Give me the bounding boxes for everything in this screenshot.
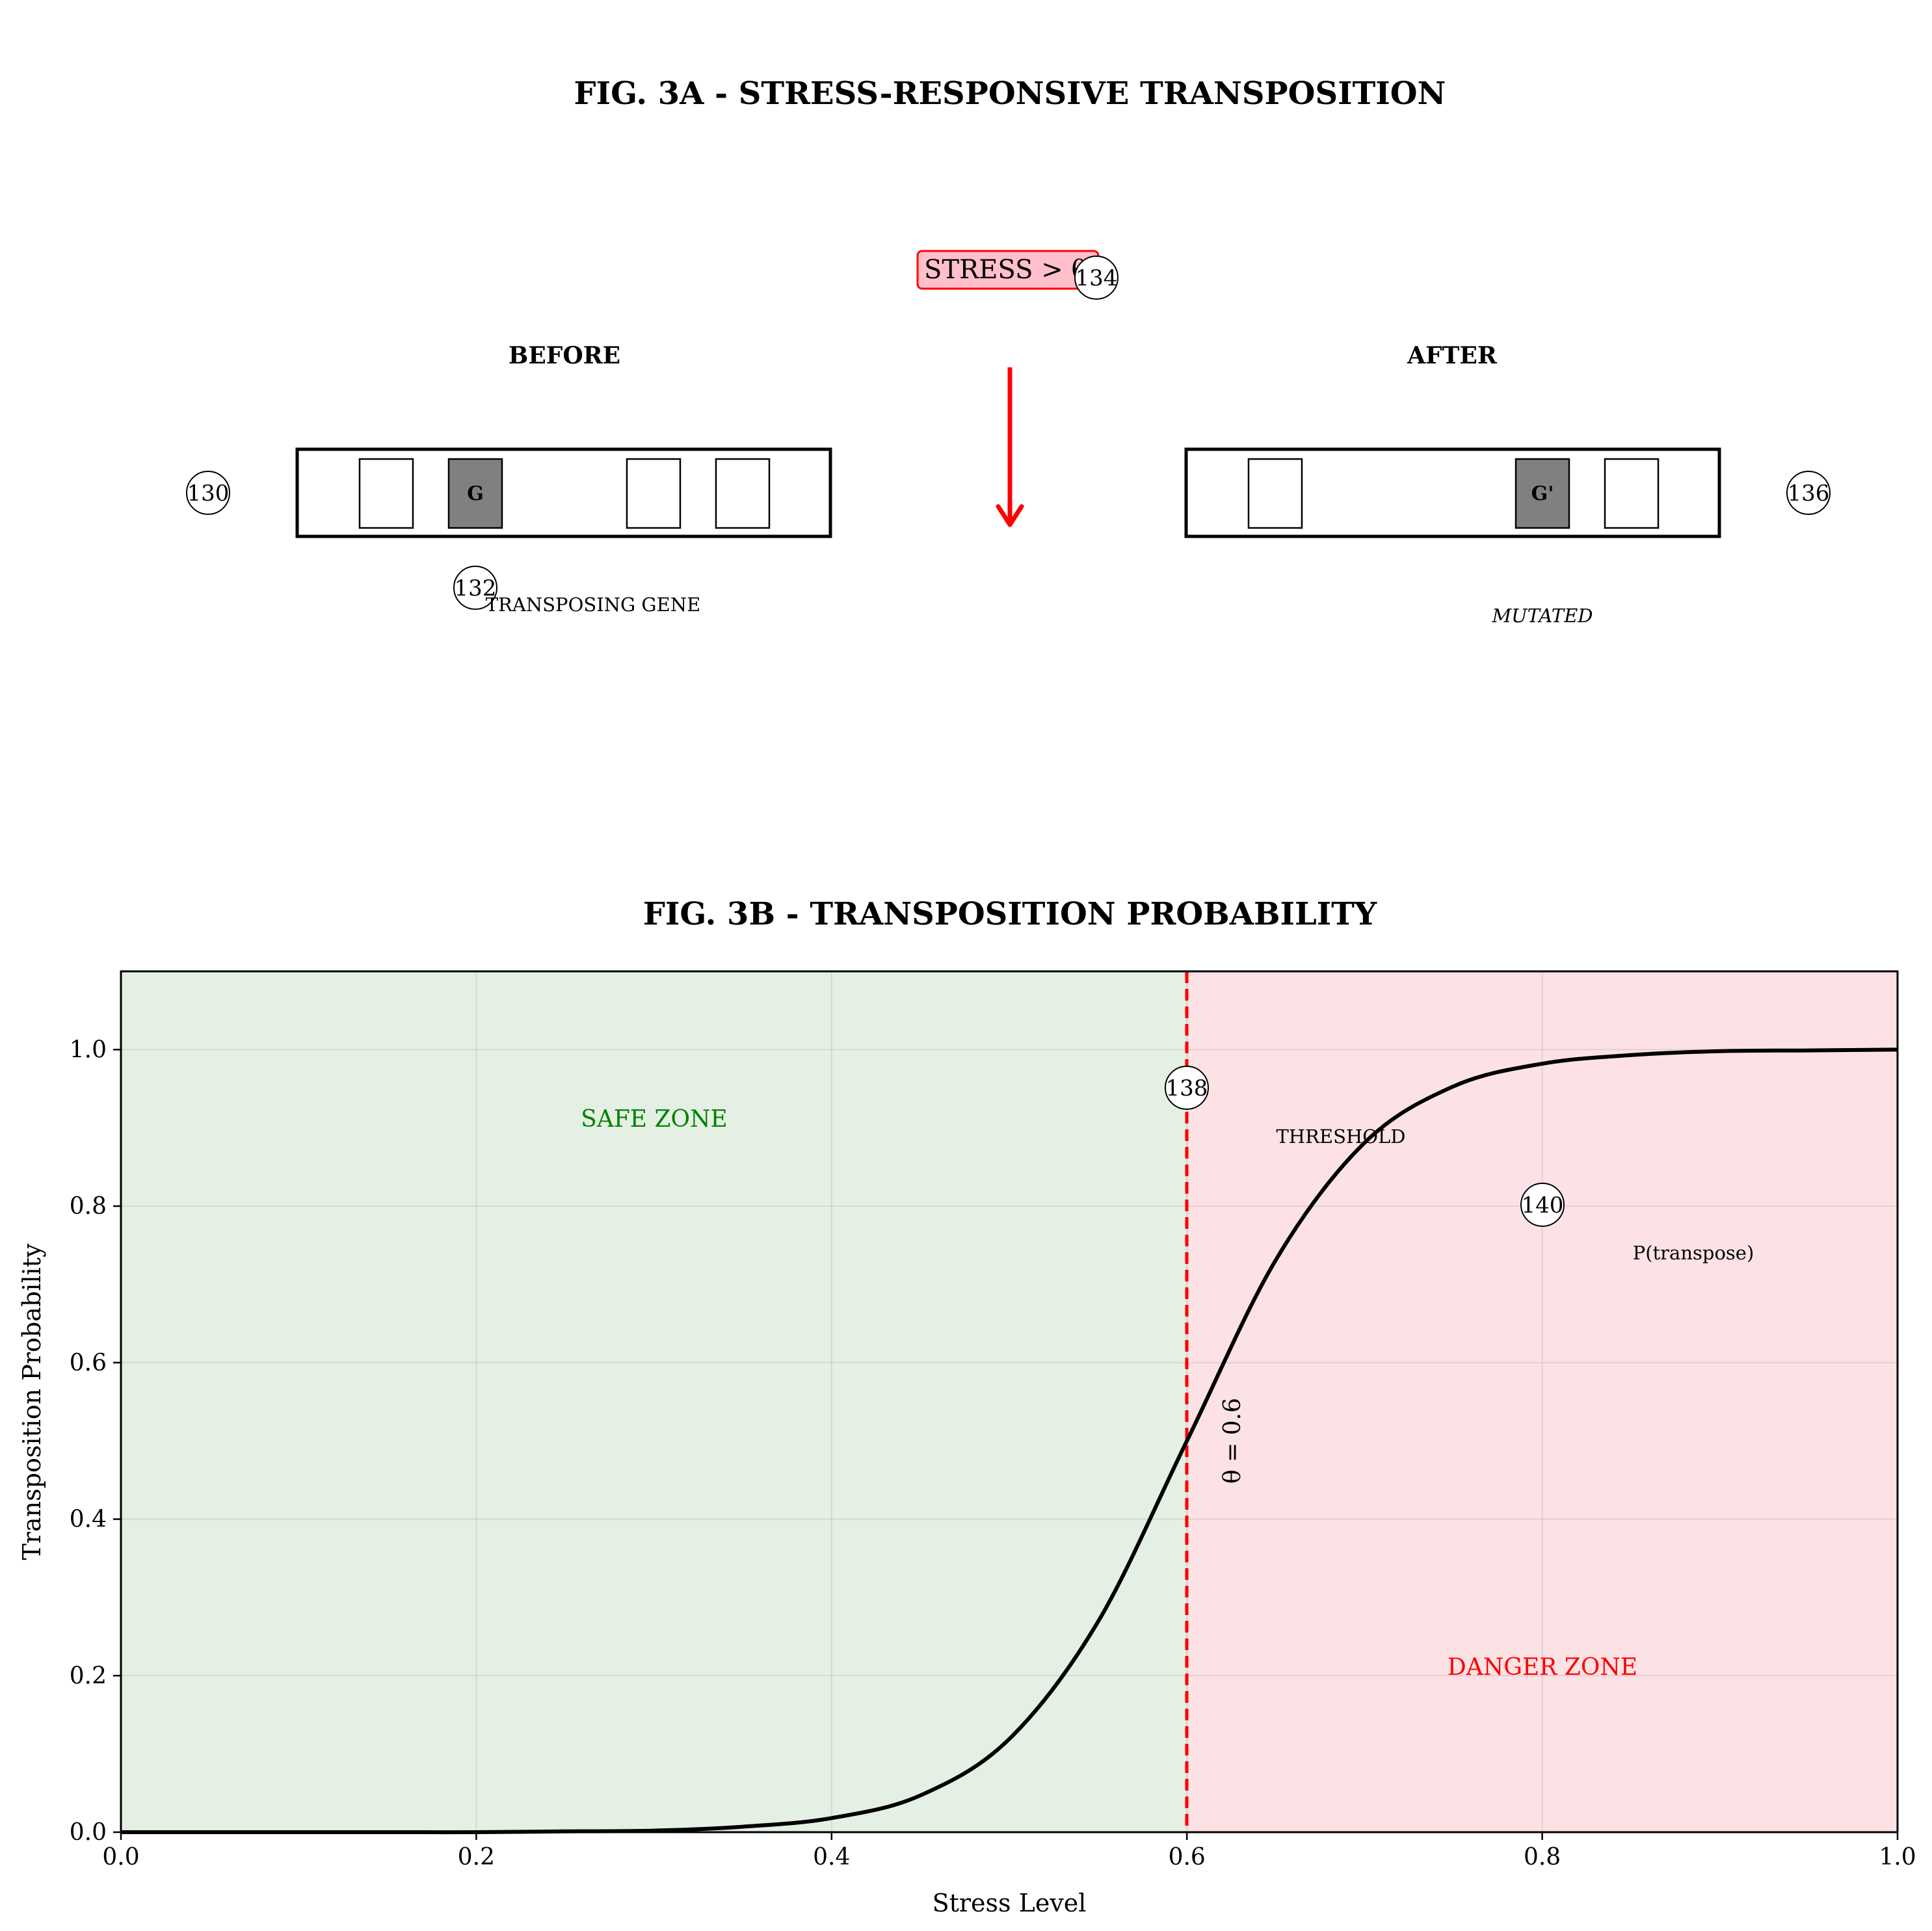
ref-number-140: 140 xyxy=(1522,1192,1564,1218)
danger-zone-label: DANGER ZONE xyxy=(1448,1654,1637,1681)
safe-zone-label: SAFE ZONE xyxy=(581,1106,728,1133)
x-tick-label: 0.0 xyxy=(102,1844,139,1871)
x-tick-label: 0.2 xyxy=(458,1844,495,1871)
y-tick-label: 0.4 xyxy=(70,1506,107,1533)
gene-slot xyxy=(627,459,680,528)
ref-number-130: 130 xyxy=(187,480,230,506)
fig-3b-title: FIG. 3B - TRANSPOSITION PROBABILITY xyxy=(643,896,1377,932)
x-tick-label: 0.4 xyxy=(813,1844,850,1871)
fig-3a-title: FIG. 3A - STRESS-RESPONSIVE TRANSPOSITIO… xyxy=(574,75,1446,112)
gene-slot xyxy=(1605,459,1658,528)
theta-label: θ = 0.6 xyxy=(1219,1398,1246,1484)
gene-slot xyxy=(1249,459,1302,528)
before-label: BEFORE xyxy=(509,342,620,369)
fig-3a: FIG. 3A - STRESS-RESPONSIVE TRANSPOSITIO… xyxy=(187,75,1830,627)
stress-label: STRESS > θ xyxy=(924,255,1087,285)
y-tick-label: 0.0 xyxy=(70,1819,107,1846)
x-tick-label: 1.0 xyxy=(1879,1844,1916,1871)
y-tick-label: 0.2 xyxy=(70,1662,107,1689)
ref-number-136: 136 xyxy=(1788,480,1830,506)
before-genome: G xyxy=(297,449,830,536)
y-tick-label: 0.8 xyxy=(70,1193,107,1220)
x-tick-label: 0.8 xyxy=(1524,1844,1561,1871)
threshold-label: THRESHOLD xyxy=(1276,1125,1405,1148)
y-tick-label: 0.6 xyxy=(70,1350,107,1376)
x-tick-label: 0.6 xyxy=(1169,1844,1206,1871)
gene-slot xyxy=(716,459,769,528)
gene-label-g: G xyxy=(467,482,484,505)
x-axis-label: Stress Level xyxy=(933,1889,1087,1917)
after-label: AFTER xyxy=(1407,342,1498,369)
transposing-gene-label: TRANSPOSING GENE xyxy=(486,594,701,616)
curve-label: P(transpose) xyxy=(1633,1242,1754,1264)
mutated-label: MUTATED xyxy=(1491,605,1593,627)
after-genome: G' xyxy=(1186,449,1719,536)
stress-arrow xyxy=(998,367,1022,525)
gene-label-g-prime: G' xyxy=(1531,482,1554,505)
safe-zone xyxy=(121,971,1187,1832)
y-axis-label: Transposition Probability xyxy=(18,1243,46,1560)
gene-slot xyxy=(360,459,413,528)
fig-3b: FIG. 3B - TRANSPOSITION PROBABILITY SAFE… xyxy=(18,896,1916,1917)
y-tick-label: 1.0 xyxy=(70,1036,107,1063)
ref-number-138: 138 xyxy=(1166,1075,1208,1101)
ref-number-134: 134 xyxy=(1076,265,1118,291)
